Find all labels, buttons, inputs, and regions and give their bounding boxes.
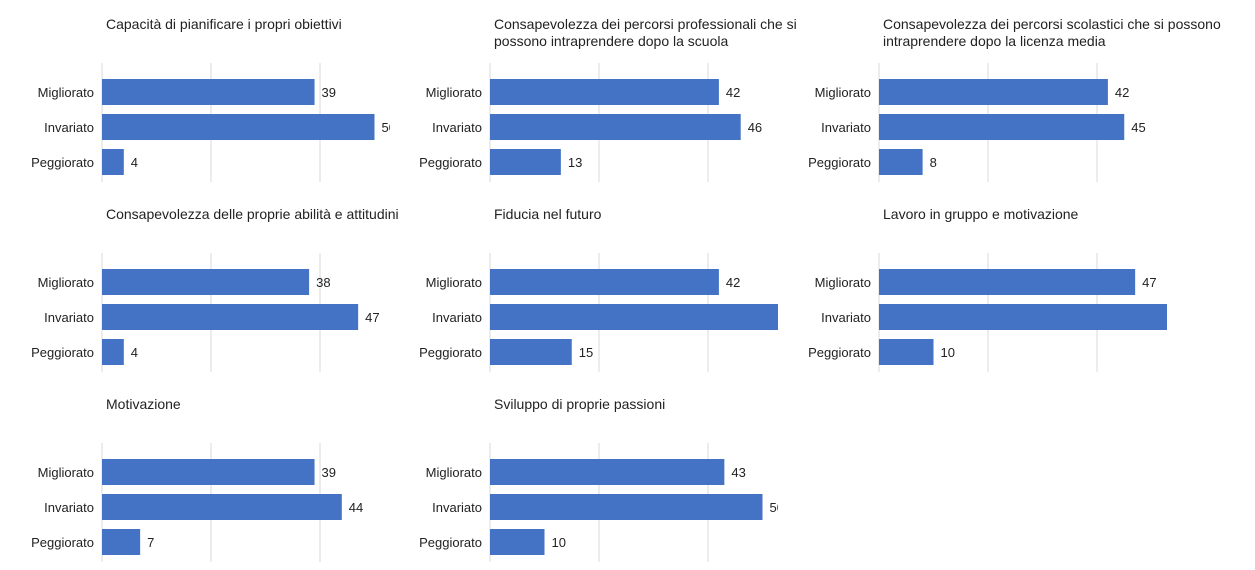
chart-title: Fiducia nel futuro: [494, 206, 602, 222]
data-label: 7: [147, 535, 154, 550]
bar-chart-svg: Migliorato 42 Invariato 46 Peggiorato 13: [419, 63, 762, 182]
data-label: 8: [930, 155, 937, 170]
chart-panel: Sviluppo di proprie passioni Migliorato 43…: [388, 380, 778, 570]
chart-title: Sviluppo di proprie passioni: [494, 396, 666, 412]
chart-title: Consapevolezza delle proprie abilità e a…: [106, 206, 399, 222]
data-label: 47: [1142, 275, 1156, 290]
chart-panel: Capacità di pianificare i propri obietti…: [0, 0, 390, 190]
bar: [490, 114, 741, 140]
data-label: 46: [748, 120, 762, 135]
bar: [879, 114, 1125, 140]
data-label: 4: [131, 155, 138, 170]
chart-panel: Consapevolezza delle proprie abilità e a…: [0, 190, 399, 380]
bar: [490, 339, 572, 365]
data-label: 44: [349, 500, 363, 515]
data-label: 13: [568, 155, 582, 170]
bar-chart-svg: Migliorato 43 Invariato 50 Peggiorato 10: [419, 443, 779, 562]
bar: [102, 269, 310, 295]
category-label: Migliorato: [38, 465, 94, 480]
bar: [102, 494, 342, 520]
chart-title: Consapevolezza dei percorsi scolastici c…: [883, 16, 1221, 49]
category-label: Migliorato: [426, 275, 482, 290]
category-label: Peggiorato: [31, 535, 94, 550]
category-label: Migliorato: [38, 275, 94, 290]
category-label: Peggiorato: [31, 155, 94, 170]
category-label: Invariato: [432, 500, 482, 515]
bar: [879, 79, 1108, 105]
data-label: 4: [131, 345, 138, 360]
bar-chart-svg: Migliorato 39 Invariato 44 Peggiorato 7: [31, 443, 363, 562]
category-label: Invariato: [432, 120, 482, 135]
data-label: 50: [770, 500, 779, 515]
bar-chart-svg: Migliorato 42 Invariato 45 Peggiorato 8: [808, 63, 1146, 182]
data-label: 43: [731, 465, 745, 480]
category-label: Migliorato: [426, 465, 482, 480]
category-label: Migliorato: [38, 85, 94, 100]
chart-title: Motivazione: [106, 396, 181, 412]
data-label: 47: [365, 310, 379, 325]
data-label: 38: [316, 275, 330, 290]
category-label: Peggiorato: [419, 155, 482, 170]
bar: [879, 339, 934, 365]
bar: [102, 459, 315, 485]
chart-panel: Fiducia nel futuroMigliorato42Invariato5…: [388, 190, 778, 380]
category-label: Migliorato: [426, 85, 482, 100]
bar: [102, 339, 124, 365]
category-label: Peggiorato: [31, 345, 94, 360]
data-label: 10: [941, 345, 955, 360]
bar: [879, 304, 1167, 330]
data-label: 10: [552, 535, 566, 550]
category-label: Migliorato: [815, 85, 871, 100]
chart-title: Lavoro in gruppo e motivazione: [883, 206, 1079, 222]
chart-title: Capacità di pianificare i propri obietti…: [106, 16, 342, 32]
data-label: 39: [322, 465, 336, 480]
bar: [490, 459, 725, 485]
data-label: 39: [322, 85, 336, 100]
category-label: Peggiorato: [808, 345, 871, 360]
category-label: Invariato: [432, 310, 482, 325]
data-label: 42: [726, 275, 740, 290]
category-label: Peggiorato: [419, 345, 482, 360]
data-label: 45: [1131, 120, 1145, 135]
category-label: Invariato: [44, 120, 94, 135]
bar: [879, 149, 923, 175]
bar: [490, 269, 719, 295]
bar: [490, 529, 545, 555]
chart-panel: Consapevolezza dei percorsi professional…: [388, 0, 797, 190]
bar: [102, 79, 315, 105]
bar: [102, 304, 359, 330]
bar-chart-svg: Migliorato47Invariato57Peggiorato10: [808, 253, 1167, 372]
chart-title: Consapevolezza dei percorsi professional…: [494, 16, 797, 49]
category-label: Peggiorato: [808, 155, 871, 170]
bar: [879, 269, 1136, 295]
bar: [490, 304, 778, 330]
category-label: Invariato: [44, 500, 94, 515]
bar-chart-svg: Migliorato 39 Invariato 50 Peggiorato 4: [31, 63, 391, 182]
bar: [490, 79, 719, 105]
category-label: Invariato: [44, 310, 94, 325]
bar: [102, 114, 375, 140]
data-label: 42: [1115, 85, 1129, 100]
bar: [490, 494, 763, 520]
bar: [102, 529, 141, 555]
chart-panel: Consapevolezza dei percorsi scolastici c…: [777, 0, 1221, 190]
bar: [490, 149, 561, 175]
data-label: 42: [726, 85, 740, 100]
bar-chart-svg: Migliorato42Invariato58Peggiorato15: [419, 253, 778, 372]
category-label: Invariato: [821, 310, 871, 325]
data-label: 50: [382, 120, 391, 135]
data-label: 15: [579, 345, 593, 360]
bar-chart-svg: Migliorato 38 Invariato 47 Peggiorato 4: [31, 253, 380, 372]
chart-panel: Lavoro in gruppo e motivazione Migliorato…: [777, 190, 1167, 380]
chart-panel: Motivazione Migliorato 39 Invariato 44 Peggio…: [0, 380, 390, 570]
category-label: Peggiorato: [419, 535, 482, 550]
bar: [102, 149, 124, 175]
category-label: Invariato: [821, 120, 871, 135]
category-label: Migliorato: [815, 275, 871, 290]
